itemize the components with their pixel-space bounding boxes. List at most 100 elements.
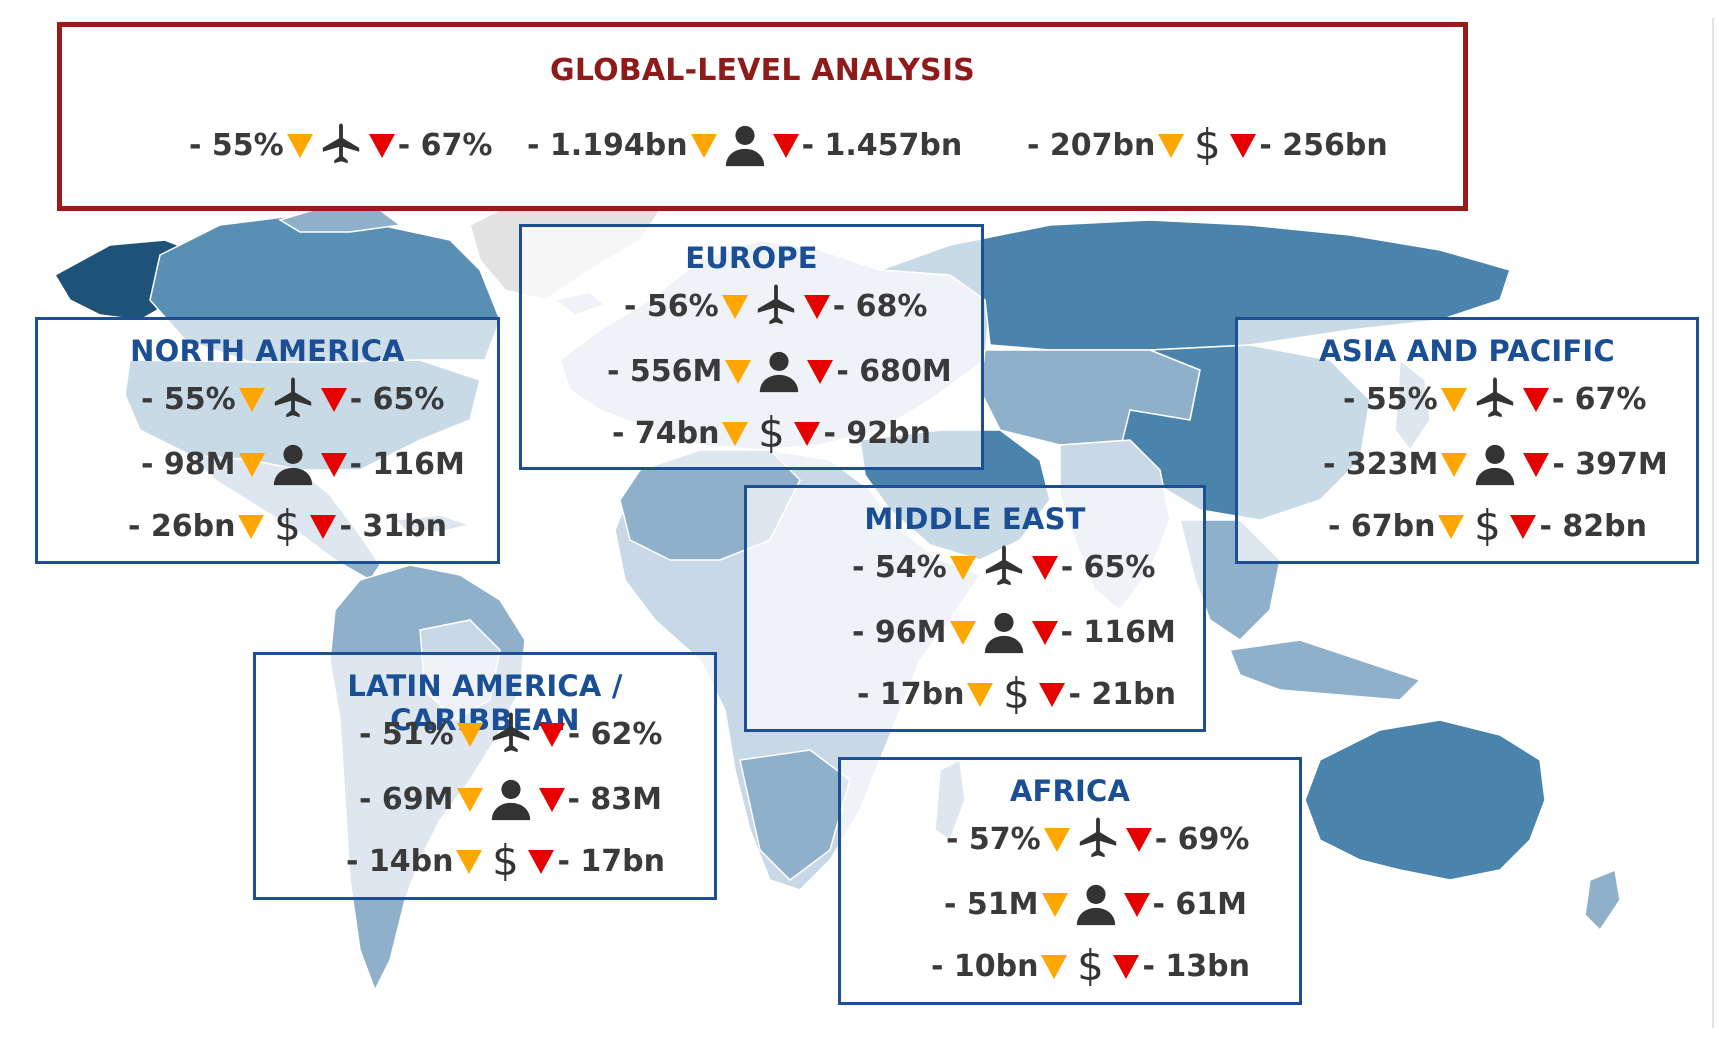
triangle-down-orange-icon [725,360,752,384]
triangle-down-orange-icon [1438,515,1465,539]
airplane-icon [757,284,794,325]
triangle-down-orange-icon [690,134,717,158]
revenue-high-value: - 92bn [823,415,931,451]
revenue-high-value: - 31bn [339,508,447,544]
right-edge-line [1712,18,1714,1028]
europe-revenue-row: - 74bn $ - 92bn [612,410,931,456]
triangle-down-red-icon [1113,955,1140,979]
revenue-low-value: - 67bn [1328,508,1436,544]
africa-revenue-row: - 10bn $ - 13bn [931,943,1250,989]
triangle-down-orange-icon [1043,828,1070,852]
triangle-down-red-icon [538,788,565,812]
triangle-down-orange-icon [456,723,483,747]
triangle-down-red-icon [1031,556,1058,580]
asia-pacific-passengers-row: - 323M - 397M [1323,441,1668,487]
global-revenue-row: - 207bn $ - 256bn [1027,122,1388,168]
latin-america-title: LATIN AMERICA / CARIBBEAN [347,669,623,737]
latin-america-box: LATIN AMERICA / CARIBBEAN - 51% - 62% - … [253,652,717,900]
north-america-box: NORTH AMERICA - 55% - 65% - 98M - 116M -… [35,317,500,564]
triangle-down-orange-icon [1441,453,1468,477]
dollar-icon: $ [1193,120,1221,169]
passengers-low-value: - 98M [141,446,236,482]
flights-high-value: - 68% [832,288,928,324]
triangle-down-red-icon [1510,515,1537,539]
flights-high-value: - 65% [349,381,445,417]
flights-high-value: - 69% [1154,821,1250,857]
triangle-down-red-icon [320,388,347,412]
global-flights-row: - 55% - 67% [189,122,492,168]
revenue-high-value: - 17bn [557,843,665,879]
asia-pacific-title: ASIA AND PACIFIC [1319,334,1615,368]
revenue-low-value: - 207bn [1027,127,1156,163]
global-analysis-box: GLOBAL-LEVEL ANALYSIS - 55% - 67% - 1.19… [57,22,1468,211]
global-passengers-row: - 1.194bn - 1.457bn [527,122,962,168]
person-icon [491,779,530,821]
dollar-icon: $ [1003,669,1030,718]
flights-low-value: - 55% [189,127,284,163]
dollar-icon: $ [1474,501,1501,550]
triangle-down-red-icon [320,453,347,477]
triangle-down-orange-icon [286,134,313,158]
person-icon [984,612,1023,654]
revenue-low-value: - 14bn [346,843,454,879]
triangle-down-red-icon [368,134,395,158]
flights-high-value: - 62% [567,716,663,752]
airplane-icon [274,377,311,418]
flights-low-value: - 56% [624,288,719,324]
triangle-down-orange-icon [238,515,265,539]
revenue-low-value: - 74bn [612,415,720,451]
triangle-down-orange-icon [949,621,976,645]
flights-low-value: - 51% [359,716,454,752]
airplane-icon [322,123,359,164]
passengers-low-value: - 69M [359,781,454,817]
triangle-down-orange-icon [238,388,265,412]
north-america-revenue-row: - 26bn $ - 31bn [128,503,447,549]
passengers-low-value: - 323M [1323,446,1439,482]
latin-america-flights-row: - 51% - 62% [359,711,662,757]
triangle-down-orange-icon [1041,955,1068,979]
triangle-down-red-icon [528,850,555,874]
africa-passengers-row: - 51M - 61M [944,881,1247,927]
global-title: GLOBAL-LEVEL ANALYSIS [550,53,975,88]
triangle-down-red-icon [1523,453,1550,477]
dollar-icon: $ [274,501,301,550]
latin-america-passengers-row: - 69M - 83M [359,776,662,822]
airplane-icon [985,545,1022,586]
middle-east-box: MIDDLE EAST - 54% - 65% - 96M - 116M - 1… [744,485,1206,732]
person-icon [1076,884,1115,926]
airplane-icon [1476,377,1513,418]
asia-pacific-box: ASIA AND PACIFIC - 55% - 67% - 323M - 39… [1235,317,1699,564]
triangle-down-red-icon [807,360,834,384]
passengers-high-value: - 680M [836,353,952,389]
passengers-low-value: - 51M [944,886,1039,922]
triangle-down-orange-icon [238,453,265,477]
triangle-down-red-icon [772,134,799,158]
passengers-high-value: - 116M [1060,614,1176,650]
triangle-down-red-icon [803,295,830,319]
triangle-down-red-icon [538,723,565,747]
airplane-icon [492,712,529,753]
passengers-high-value: - 61M [1152,886,1248,922]
triangle-down-red-icon [1125,828,1152,852]
passengers-high-value: - 83M [567,781,663,817]
middle-east-flights-row: - 54% - 65% [852,544,1155,590]
revenue-high-value: - 13bn [1142,948,1250,984]
passengers-low-value: - 1.194bn [527,127,688,163]
revenue-high-value: - 82bn [1539,508,1647,544]
africa-flights-row: - 57% - 69% [946,816,1249,862]
airplane-icon [1079,817,1116,858]
triangle-down-orange-icon [456,850,483,874]
revenue-high-value: - 256bn [1259,127,1388,163]
triangle-down-orange-icon [722,422,749,446]
triangle-down-red-icon [794,422,821,446]
north-america-passengers-row: - 98M - 116M [141,441,465,487]
revenue-low-value: - 10bn [931,948,1039,984]
latin-america-revenue-row: - 14bn $ - 17bn [346,838,665,884]
flights-high-value: - 67% [397,127,493,163]
flights-low-value: - 55% [141,381,236,417]
north-america-title: NORTH AMERICA [130,334,405,368]
person-icon [760,351,799,393]
triangle-down-red-icon [1522,388,1549,412]
triangle-down-orange-icon [967,683,994,707]
africa-title: AFRICA [1009,774,1131,808]
